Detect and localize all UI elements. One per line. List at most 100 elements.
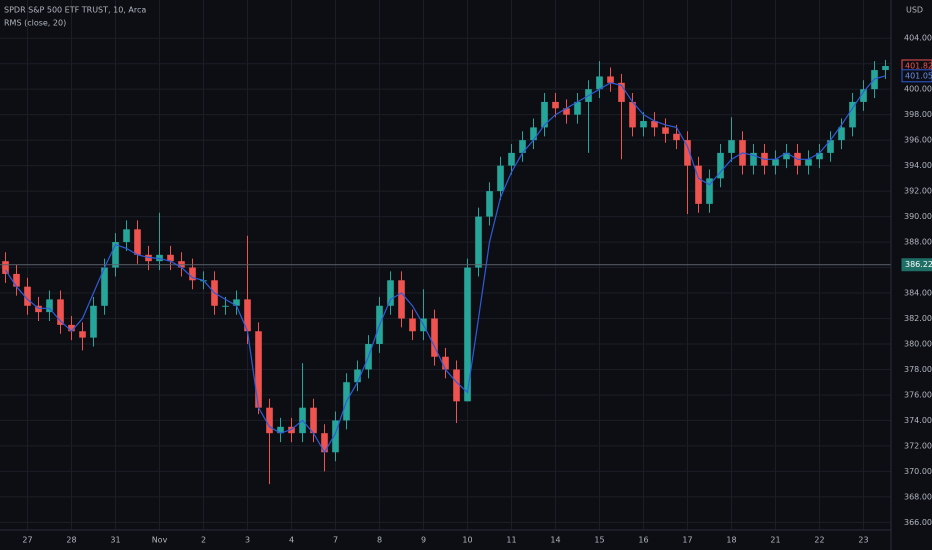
candle-body (816, 152, 823, 160)
candle-body (266, 407, 273, 434)
candle-body (574, 101, 581, 115)
grid (0, 0, 891, 530)
y-tick-label: 400.00 (904, 85, 932, 94)
x-tick-label: 9 (421, 536, 426, 545)
x-tick-label: 3 (245, 536, 250, 545)
y-tick-label: 370.00 (904, 467, 932, 476)
x-tick-label: 8 (377, 536, 382, 545)
candle-body (310, 407, 317, 434)
candle-body (519, 140, 526, 153)
x-tick-label: 17 (682, 536, 692, 545)
y-tick-label: 372.00 (904, 441, 932, 450)
candle-body (2, 261, 9, 274)
x-tick-label: 28 (66, 536, 76, 545)
x-tick-label: 2 (201, 536, 206, 545)
candle-body (541, 101, 548, 128)
candle-body (838, 127, 845, 141)
candle-body (409, 318, 416, 332)
candle-body (530, 127, 537, 141)
candle-body (57, 299, 64, 325)
candle-body (607, 76, 614, 83)
candle-body (596, 76, 603, 90)
candle-body (222, 305, 229, 307)
candle-body (431, 318, 438, 357)
candle-body (112, 242, 119, 268)
x-tick-label: 10 (462, 536, 472, 545)
y-tick-label: 392.00 (904, 187, 932, 196)
x-tick-label: 31 (110, 536, 120, 545)
candle-body (101, 267, 108, 306)
x-tick-label: 27 (22, 536, 32, 545)
candle-body (805, 159, 812, 166)
candle-body (134, 229, 141, 255)
y-tick-label: 368.00 (904, 492, 932, 501)
y-tick-label: 376.00 (904, 390, 932, 399)
candle-body (508, 152, 515, 166)
chart-title: SPDR S&P 500 ETF TRUST, 10, Arca (4, 6, 146, 15)
candle-body (35, 305, 42, 313)
candle-body (629, 101, 636, 128)
candle-body (387, 280, 394, 306)
y-tick-label: 382.00 (904, 314, 932, 323)
candle-body (827, 140, 834, 153)
candle-body (464, 267, 471, 402)
x-tick-label: 22 (814, 536, 824, 545)
candle-body (255, 331, 262, 408)
candle-body (321, 433, 328, 453)
candle-body (79, 331, 86, 338)
price-tag-label: 386.22 (905, 260, 932, 269)
y-tick-label: 388.00 (904, 238, 932, 247)
y-tick-label: 384.00 (904, 289, 932, 298)
candle-body (244, 299, 251, 332)
y-tick-label: 404.00 (904, 34, 932, 43)
indicator-line (4, 75, 886, 454)
candle-body (90, 305, 97, 338)
y-tick-label: 394.00 (904, 161, 932, 170)
candle-body (398, 280, 405, 319)
candle-body (332, 420, 339, 453)
candle-body (453, 369, 460, 402)
candle-body (640, 121, 647, 128)
candle-body (695, 165, 702, 204)
candle-body (233, 299, 240, 306)
price-tag-label: 401.05 (905, 71, 932, 80)
y-tick-label: 380.00 (904, 339, 932, 348)
candle-body (673, 133, 680, 141)
candle-body (860, 89, 867, 102)
candle-body (24, 286, 31, 306)
y-tick-label: 374.00 (904, 416, 932, 425)
candle-body (156, 254, 163, 262)
candle-body (46, 299, 53, 313)
x-tick-label: 23 (858, 536, 868, 545)
candle-body (497, 165, 504, 192)
candle-body (882, 65, 889, 71)
candle-body (728, 140, 735, 153)
candle-body (189, 267, 196, 281)
candle-body (717, 152, 724, 179)
y-tick-label: 390.00 (904, 212, 932, 221)
x-tick-label: 14 (550, 536, 560, 545)
price-tag (901, 69, 932, 83)
candle-body (123, 229, 130, 243)
price-tag-label: 401.82 (905, 61, 932, 70)
candle-body (849, 101, 856, 128)
candle-body (68, 324, 75, 332)
y-tick-label: 396.00 (904, 136, 932, 145)
x-tick-label: 18 (726, 536, 736, 545)
price-tag (901, 258, 932, 272)
candle-body (552, 101, 559, 109)
x-tick-label: 11 (506, 536, 516, 545)
currency-label: USD (906, 6, 923, 15)
candle-body (354, 369, 361, 383)
candle-body (13, 273, 20, 287)
candle-body (772, 159, 779, 166)
candle-body (167, 254, 174, 262)
plot (0, 59, 891, 485)
x-tick-label: 21 (770, 536, 780, 545)
candle-body (486, 191, 493, 217)
candle-body (783, 152, 790, 160)
y-tick-label: 366.00 (904, 518, 932, 527)
candle-body (563, 108, 570, 115)
